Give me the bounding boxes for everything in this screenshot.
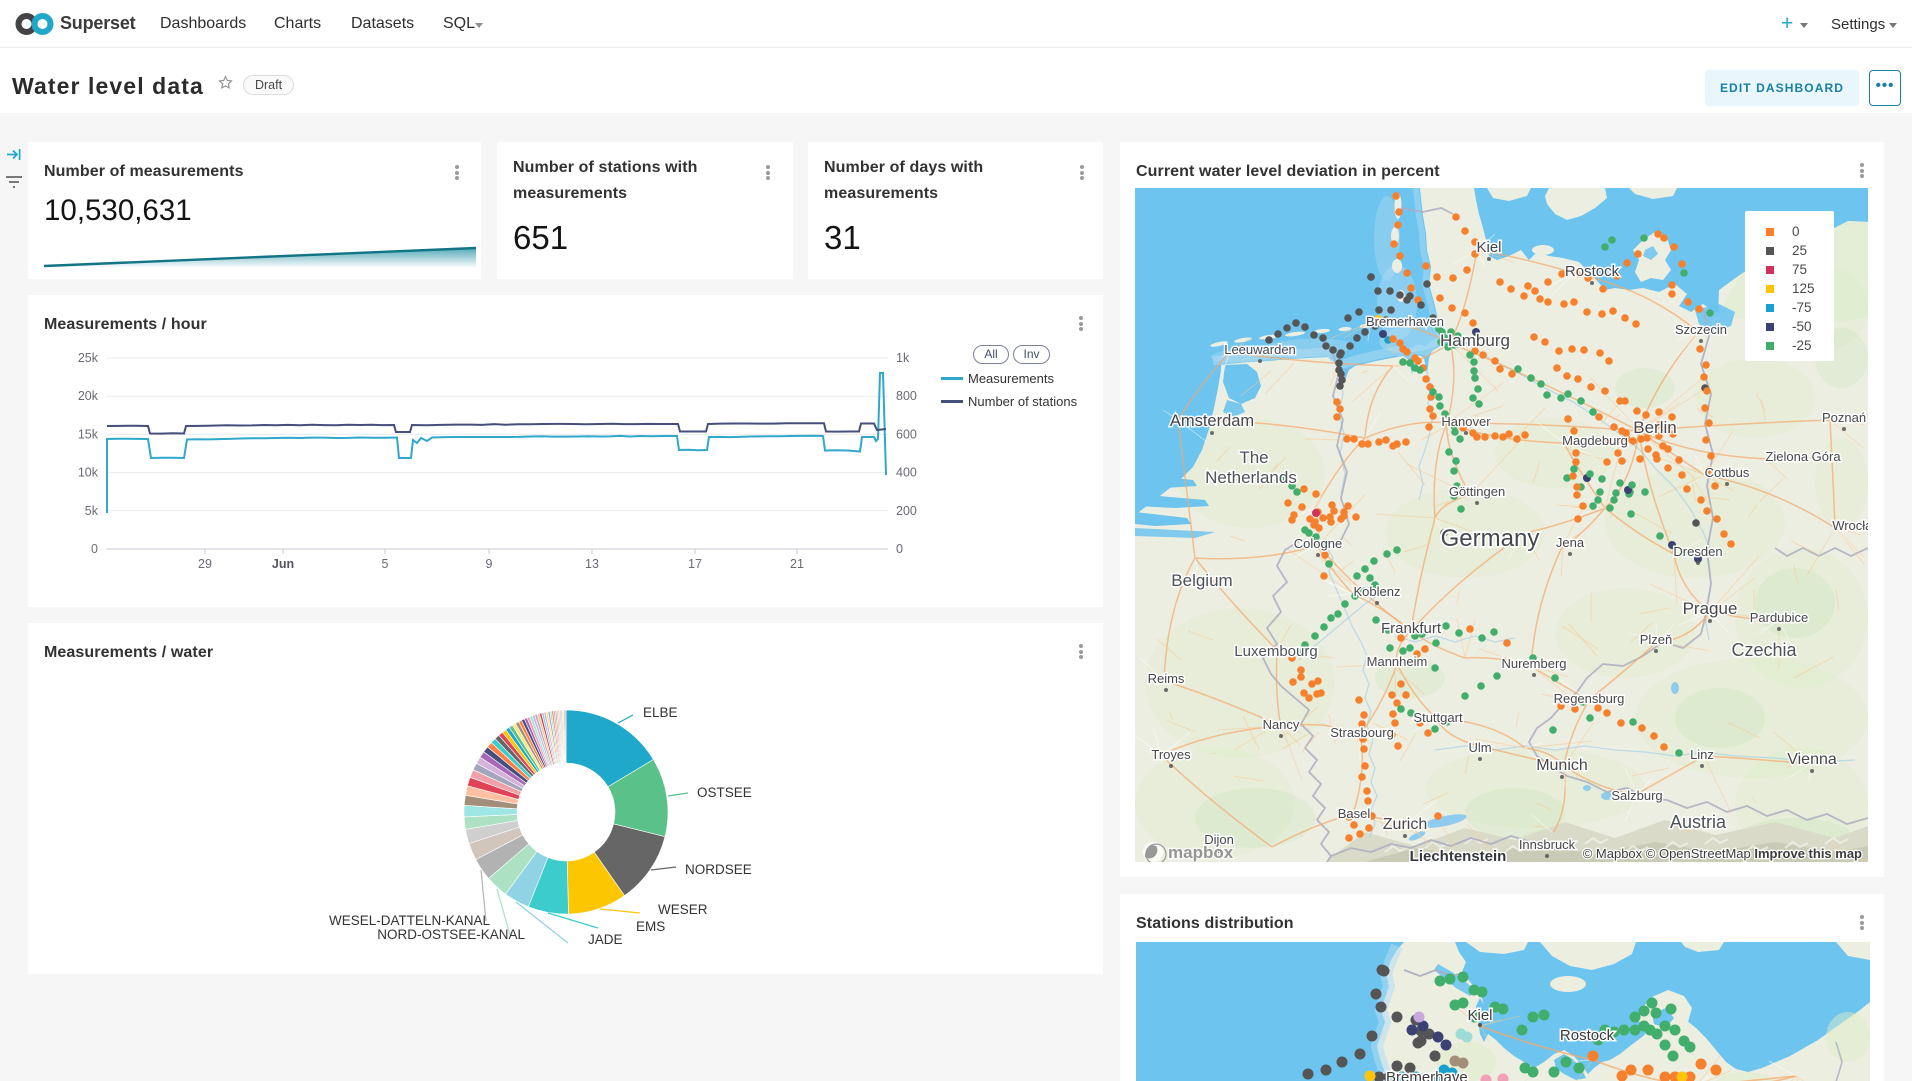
svg-text:25k: 25k [78, 351, 99, 365]
svg-text:Munich: Munich [1536, 757, 1588, 774]
svg-text:Jun: Jun [272, 557, 294, 571]
svg-text:Liechtenstein: Liechtenstein [1410, 848, 1507, 862]
svg-text:Wrocław: Wrocław [1832, 518, 1868, 533]
svg-text:0: 0 [1792, 224, 1800, 239]
svg-text:75: 75 [1792, 262, 1807, 277]
svg-text:Reims: Reims [1148, 671, 1185, 686]
svg-text:Dijon: Dijon [1204, 832, 1234, 847]
svg-text:WESEL-DATTELN-KANAL: WESEL-DATTELN-KANAL [329, 913, 491, 928]
svg-text:ELBE: ELBE [643, 705, 678, 720]
svg-text:400: 400 [896, 466, 917, 480]
svg-text:Czechia: Czechia [1731, 640, 1797, 660]
svg-text:Jena: Jena [1556, 535, 1585, 550]
svg-text:15k: 15k [78, 427, 99, 441]
svg-text:13: 13 [585, 557, 599, 571]
svg-text:NORDSEE: NORDSEE [685, 862, 752, 877]
svg-text:mapbox: mapbox [1168, 843, 1234, 862]
svg-text:Zurich: Zurich [1383, 816, 1427, 833]
svg-text:5k: 5k [85, 504, 99, 518]
svg-text:Amsterdam: Amsterdam [1170, 412, 1254, 430]
svg-text:Pardubice: Pardubice [1750, 610, 1809, 625]
svg-text:Luxembourg: Luxembourg [1234, 643, 1317, 660]
svg-text:0: 0 [91, 542, 98, 556]
svg-text:Kiel: Kiel [1476, 239, 1501, 256]
svg-text:-25: -25 [1792, 338, 1812, 353]
svg-text:Stuttgart: Stuttgart [1413, 710, 1463, 725]
svg-text:Nuremberg: Nuremberg [1501, 656, 1566, 671]
svg-text:Hanover: Hanover [1441, 414, 1491, 429]
svg-text:Szczecin: Szczecin [1675, 322, 1727, 337]
svg-text:Nancy: Nancy [1263, 717, 1300, 732]
svg-text:Regensburg: Regensburg [1554, 691, 1625, 706]
svg-text:EMS: EMS [636, 919, 665, 934]
svg-text:-50: -50 [1792, 319, 1812, 334]
svg-text:Germany: Germany [1441, 525, 1540, 552]
svg-text:Cottbus: Cottbus [1705, 465, 1750, 480]
svg-text:Kiel: Kiel [1467, 1007, 1492, 1024]
svg-text:© Mapbox © OpenStreetMap Impro: © Mapbox © OpenStreetMap Improve this ma… [1583, 846, 1862, 861]
svg-text:1k: 1k [896, 351, 910, 365]
svg-text:Dresden: Dresden [1673, 544, 1722, 559]
svg-text:WESER: WESER [658, 902, 708, 917]
svg-text:Berlin: Berlin [1633, 418, 1676, 437]
svg-text:JADE: JADE [588, 932, 623, 947]
svg-text:Poznań: Poznań [1822, 410, 1866, 425]
svg-text:Göttingen: Göttingen [1449, 484, 1505, 499]
svg-text:OSTSEE: OSTSEE [697, 785, 752, 800]
svg-text:25: 25 [1792, 243, 1807, 258]
svg-text:800: 800 [896, 389, 917, 403]
svg-text:Rostock: Rostock [1560, 1027, 1615, 1044]
svg-text:NORD-OSTSEE-KANAL: NORD-OSTSEE-KANAL [377, 927, 525, 942]
svg-text:17: 17 [688, 557, 702, 571]
svg-text:Belgium: Belgium [1171, 571, 1232, 590]
svg-text:9: 9 [486, 557, 493, 571]
svg-text:Linz: Linz [1690, 747, 1714, 762]
svg-text:Frankfurt: Frankfurt [1381, 620, 1442, 637]
svg-text:Innsbruck: Innsbruck [1519, 837, 1576, 852]
svg-text:21: 21 [790, 557, 804, 571]
svg-text:200: 200 [896, 504, 917, 518]
svg-text:Plzeň: Plzeň [1640, 632, 1673, 647]
svg-text:-75: -75 [1792, 300, 1812, 315]
svg-text:Koblenz: Koblenz [1354, 584, 1401, 599]
svg-text:Troyes: Troyes [1151, 747, 1191, 762]
svg-text:Hamburg: Hamburg [1440, 331, 1510, 350]
svg-text:125: 125 [1792, 281, 1815, 296]
svg-text:0: 0 [896, 542, 903, 556]
svg-text:Magdeburg: Magdeburg [1562, 433, 1628, 448]
svg-text:Bremerhave: Bremerhave [1386, 1069, 1468, 1081]
svg-text:10k: 10k [78, 466, 99, 480]
svg-text:Strasbourg: Strasbourg [1330, 725, 1394, 740]
svg-text:Salzburg: Salzburg [1611, 788, 1662, 803]
svg-text:Cologne: Cologne [1294, 536, 1342, 551]
svg-text:Netherlands: Netherlands [1205, 468, 1297, 487]
svg-text:Leeuwarden: Leeuwarden [1224, 342, 1296, 357]
svg-text:29: 29 [198, 557, 212, 571]
svg-text:The: The [1239, 448, 1268, 467]
svg-text:20k: 20k [78, 389, 99, 403]
svg-text:Zielona Góra: Zielona Góra [1765, 449, 1841, 464]
svg-text:Mannheim: Mannheim [1367, 654, 1428, 669]
svg-text:Austria: Austria [1670, 812, 1727, 832]
svg-text:Vienna: Vienna [1787, 751, 1837, 768]
svg-text:Basel: Basel [1338, 806, 1371, 821]
svg-text:Rostock: Rostock [1565, 263, 1620, 280]
svg-text:Ulm: Ulm [1468, 740, 1491, 755]
svg-text:Bremerhaven: Bremerhaven [1366, 314, 1444, 329]
svg-text:600: 600 [896, 427, 917, 441]
svg-text:Prague: Prague [1683, 599, 1738, 618]
svg-text:5: 5 [382, 557, 389, 571]
